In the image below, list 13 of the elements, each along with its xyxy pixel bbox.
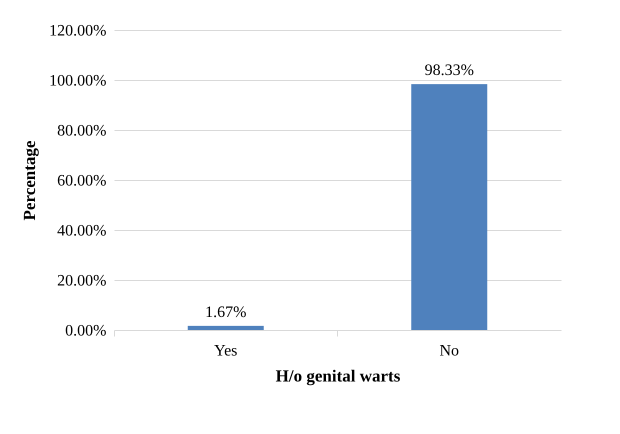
x-axis-title: H/o genital warts: [276, 366, 401, 386]
y-tick-label: 0.00%: [65, 322, 106, 340]
data-label: 1.67%: [205, 304, 246, 321]
y-tick-label: 100.00%: [49, 72, 106, 90]
y-tick-label: 60.00%: [57, 172, 106, 190]
y-tick-label: 20.00%: [57, 272, 106, 290]
data-label: 98.33%: [424, 62, 474, 80]
y-tick-label: 80.00%: [57, 122, 106, 140]
y-tick-label: 40.00%: [57, 222, 106, 240]
y-tick-label: 120.00%: [49, 22, 106, 40]
x-tick-label: No: [439, 342, 460, 360]
x-tick-label: Yes: [214, 342, 238, 360]
y-axis-title: Percentage: [20, 140, 40, 220]
